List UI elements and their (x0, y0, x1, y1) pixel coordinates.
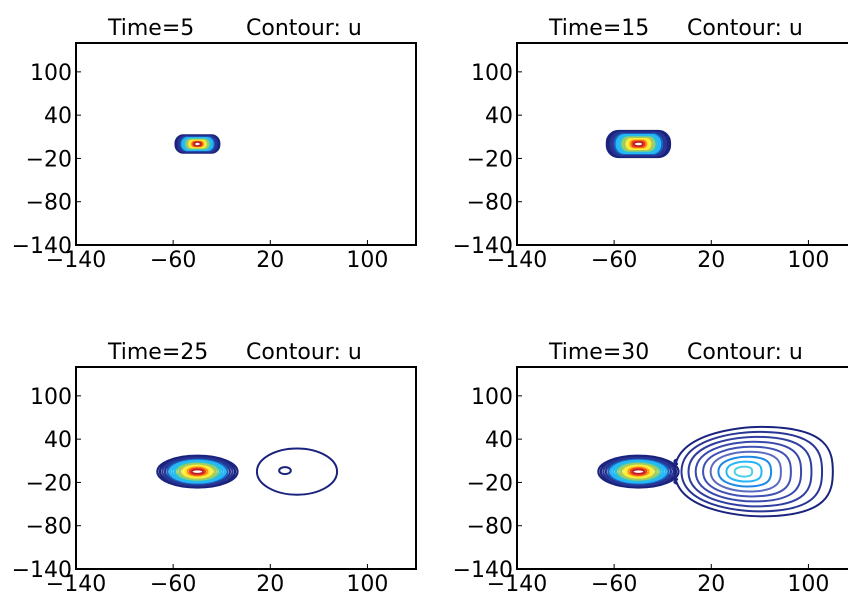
x-tick-label: −60 (150, 248, 196, 273)
contour-line (673, 425, 834, 518)
x-tick-label: −140 (487, 248, 547, 273)
y-tick-label: −20 (26, 471, 72, 496)
y-tick-label: 40 (485, 428, 513, 453)
x-tick-label: −140 (46, 572, 106, 597)
x-tick-label: −60 (150, 572, 196, 597)
contour-line (709, 450, 782, 493)
y-tick-label: 100 (471, 385, 513, 410)
plot-area (75, 42, 417, 246)
y-tick-label: −80 (26, 515, 72, 540)
x-tick-label: 20 (256, 248, 284, 273)
contour-core (633, 141, 644, 147)
contour-line (733, 465, 754, 478)
contour-line (255, 447, 339, 496)
contour-line (278, 466, 292, 476)
y-tick-label: −140 (12, 558, 72, 583)
x-tick-label: 100 (787, 248, 829, 273)
panel-title: Time=25 (107, 340, 208, 365)
y-tick-label: 100 (30, 385, 72, 410)
x-tick-label: −140 (487, 572, 547, 597)
y-tick-label: 100 (471, 61, 513, 86)
y-tick-label: 40 (44, 428, 72, 453)
y-tick-label: −20 (26, 147, 72, 172)
contour-panel-4: Time=30 Contour: u −140 −60 20 100 100 40 −20 −80… (453, 340, 848, 597)
x-tick-label: 100 (787, 572, 829, 597)
contour-line (687, 435, 813, 508)
y-tick-label: −140 (453, 558, 513, 583)
contour-line (717, 455, 773, 488)
x-tick-label: 20 (256, 572, 284, 597)
x-tick-label: −60 (591, 572, 637, 597)
x-tick-label: 20 (697, 248, 725, 273)
panel-subtitle: Contour: u (246, 340, 362, 365)
x-tick-label: −140 (46, 248, 106, 273)
panel-title: Time=30 (548, 340, 649, 365)
contour-line (702, 445, 792, 498)
plot-area (516, 42, 848, 246)
y-tick-label: 40 (485, 104, 513, 129)
contour-line (672, 478, 679, 485)
panel-title: Time=15 (548, 16, 649, 41)
contour-core (191, 468, 204, 475)
y-tick-label: −20 (467, 147, 513, 172)
contour-core (193, 141, 202, 147)
contour-line (680, 430, 824, 513)
panel-title: Time=5 (107, 16, 194, 41)
contour-line (725, 460, 763, 483)
panel-subtitle: Contour: u (687, 340, 803, 365)
y-tick-label: −20 (467, 471, 513, 496)
y-tick-label: −80 (26, 191, 72, 216)
plot-area (75, 366, 417, 570)
y-tick-label: −80 (467, 515, 513, 540)
x-tick-label: 20 (697, 572, 725, 597)
y-tick-label: 40 (44, 104, 72, 129)
contour-panel-1: Time=5 Contour: u −140 −60 20 100 100 40 −20 −80 −… (12, 16, 417, 273)
contour-panel-3: Time=25 Contour: u −140 −60 20 100 100 40 −20 −80… (12, 340, 417, 597)
panel-subtitle: Contour: u (246, 16, 362, 41)
x-tick-label: 100 (346, 572, 388, 597)
contour-panel-2: Time=15 Contour: u −140 −60 20 100 100 40 −20 −80… (453, 16, 848, 273)
contour-line (672, 458, 679, 466)
y-tick-label: −140 (453, 234, 513, 259)
panel-subtitle: Contour: u (687, 16, 803, 41)
y-tick-label: 100 (30, 61, 72, 86)
y-tick-label: −140 (12, 234, 72, 259)
y-tick-label: −80 (467, 191, 513, 216)
contour-core (632, 468, 645, 475)
x-tick-label: 100 (346, 248, 388, 273)
contour-line (694, 440, 803, 503)
x-tick-label: −60 (591, 248, 637, 273)
